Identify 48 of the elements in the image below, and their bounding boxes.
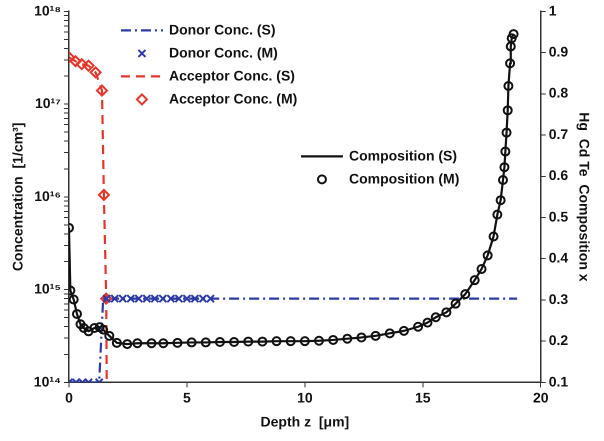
y-tick-label: 10¹⁷ [34, 95, 62, 112]
y-tick-label: 10¹⁶ [34, 188, 61, 204]
legend-label: Composition (M) [348, 170, 460, 186]
point [142, 294, 152, 304]
x-tick-label: 20 [532, 390, 549, 406]
point [134, 294, 144, 304]
point [198, 294, 208, 304]
legend-label: Acceptor Conc. (M) [168, 90, 298, 106]
point [150, 294, 160, 304]
legend-label: Composition (S) [348, 147, 458, 164]
x-tick-label: 15 [415, 390, 431, 406]
y2-tick-label: 0.1 [548, 373, 568, 390]
x-tick-label: 0 [65, 390, 74, 406]
point [158, 294, 168, 304]
point [118, 294, 128, 304]
point [70, 55, 82, 68]
y2-tick-label: 0.2 [548, 332, 568, 348]
point [110, 294, 120, 304]
y-tick-label: 10¹⁵ [34, 280, 61, 297]
point [98, 188, 110, 201]
legend-label: Donor Conc. (S) [168, 21, 276, 38]
y2-tick-label: 1 [548, 2, 557, 18]
legend-label: Donor Conc. (M) [168, 44, 278, 60]
y2-tick-label: 0.7 [548, 126, 568, 142]
point [174, 294, 184, 304]
y2-tick-label: 0.6 [548, 167, 568, 184]
point [166, 294, 176, 304]
point [76, 58, 88, 70]
y2-tick-label: 0.3 [548, 290, 568, 307]
point [126, 294, 136, 304]
legend-label: Acceptor Conc. (S) [168, 67, 295, 84]
y2-tick-label: 0.5 [548, 208, 568, 224]
y2-tick-label: 0.4 [548, 250, 568, 266]
y-axis-title: Concentration [1/cm³] [9, 122, 26, 272]
y2-tick-label: 0.9 [548, 43, 568, 60]
x-tick-label: 10 [297, 390, 313, 406]
point [182, 294, 192, 304]
y-tick-label: 10¹⁴ [34, 373, 62, 390]
y-tick-label: 10¹⁸ [34, 2, 61, 18]
point [90, 66, 102, 78]
point [82, 60, 95, 72]
point [190, 294, 200, 304]
x-tick-label: 5 [183, 390, 192, 406]
point [96, 84, 108, 97]
y2-tick-label: 0.8 [548, 84, 568, 101]
point [206, 294, 216, 304]
y2-axis-title: Hg Cd Te Composition x [576, 112, 593, 282]
x-axis-title: Depth z [μm] [260, 413, 350, 430]
